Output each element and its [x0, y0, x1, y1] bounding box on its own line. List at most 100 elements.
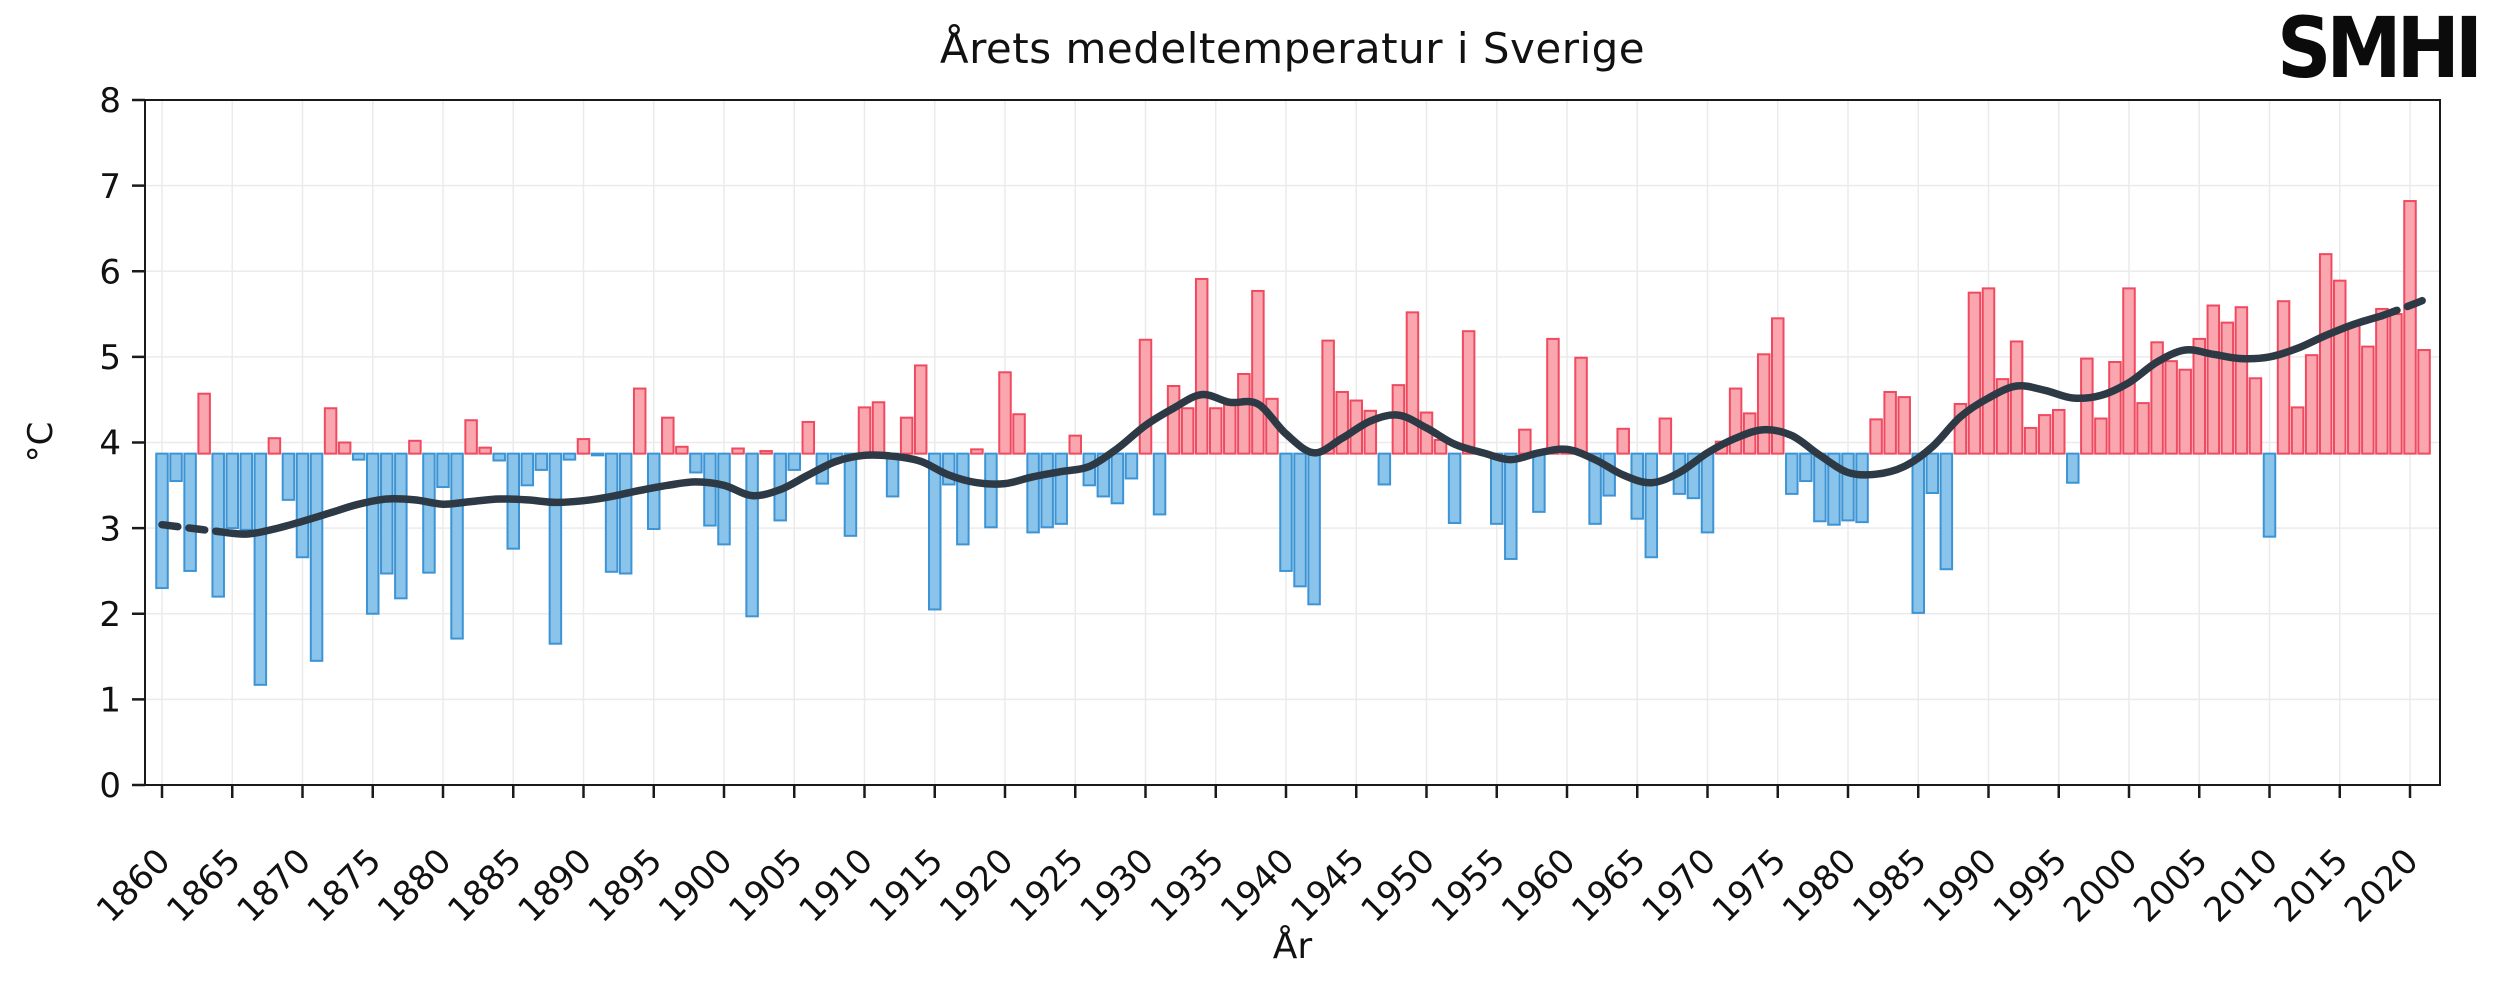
- bar-1979: [1827, 452, 1841, 526]
- x-tick-label: 1875: [300, 841, 389, 930]
- x-tick-label: 2000: [2056, 841, 2145, 930]
- x-tick-label: 1910: [791, 841, 880, 930]
- bar-1869: [281, 452, 296, 501]
- x-tick-label: 1990: [1915, 841, 2004, 930]
- bar-1947: [1377, 452, 1392, 486]
- x-tick-label: 1925: [1002, 841, 1091, 930]
- bar-1957: [1518, 428, 1532, 455]
- bar-2002: [2150, 341, 2164, 455]
- bar-1959: [1546, 337, 1560, 455]
- y-tick-label: 6: [99, 252, 121, 292]
- bar-1867: [253, 452, 268, 686]
- bar-1914: [913, 364, 928, 455]
- bar-1928: [1110, 452, 1125, 505]
- y-tick-label: 4: [99, 424, 121, 464]
- x-tick-label: 1915: [862, 841, 951, 930]
- bar-1924: [1054, 452, 1068, 525]
- x-tick-label: 1945: [1283, 841, 1372, 930]
- bar-1940: [1279, 452, 1293, 572]
- bar-1881: [450, 452, 464, 640]
- bar-1964: [1616, 427, 1630, 455]
- bar-1953: [1461, 330, 1476, 455]
- bar-1938: [1251, 289, 1265, 455]
- bar-1886: [520, 452, 535, 487]
- bar-1985: [1911, 452, 1925, 614]
- bar-2008: [2234, 306, 2249, 455]
- bar-1942: [1307, 452, 1321, 606]
- bar-1922: [1026, 452, 1040, 534]
- trend-line-dashed-end: [2378, 293, 2435, 320]
- bar-1909: [843, 452, 858, 537]
- bar-1969: [1686, 452, 1701, 500]
- bar-1975: [1771, 317, 1785, 455]
- bar-1865: [225, 452, 239, 530]
- x-tick-label: 1905: [721, 841, 810, 930]
- bar-1983: [1883, 390, 1897, 455]
- bar-1863: [197, 392, 211, 455]
- bar-1878: [408, 439, 422, 455]
- bar-2007: [2220, 321, 2235, 455]
- x-tick-label: 2015: [2267, 841, 2356, 930]
- bar-1894: [632, 387, 647, 455]
- bar-1906: [801, 420, 816, 455]
- bar-1891: [590, 452, 605, 457]
- bar-2004: [2178, 368, 2192, 455]
- x-tick-label: 1895: [581, 841, 670, 930]
- x-tick-label: 1975: [1705, 841, 1794, 930]
- x-tick-label: 1880: [370, 841, 459, 930]
- bar-1880: [436, 452, 450, 489]
- bar-1943: [1321, 339, 1335, 455]
- x-tick-label: 1870: [229, 841, 318, 930]
- bar-1917: [956, 452, 970, 546]
- bar-1898: [689, 452, 703, 474]
- bar-2019: [2389, 313, 2403, 455]
- x-tick-label: 1950: [1353, 841, 1442, 930]
- bar-1990: [1981, 287, 1996, 455]
- bar-1976: [1785, 452, 1799, 495]
- bar-1974: [1756, 353, 1771, 455]
- bar-2014: [2318, 253, 2333, 455]
- bar-1989: [1967, 291, 1982, 455]
- y-tick-label: 7: [99, 167, 121, 207]
- bar-1901: [731, 447, 745, 455]
- x-tick-label: 1985: [1845, 841, 1934, 930]
- bar-1929: [1124, 452, 1139, 480]
- bar-1981: [1855, 452, 1869, 524]
- bar-1984: [1897, 396, 1911, 455]
- bar-1890: [576, 438, 591, 455]
- bar-1897: [675, 445, 689, 455]
- bar-1900: [717, 452, 731, 546]
- bar-1931: [1152, 452, 1167, 516]
- x-tick-label: 1940: [1213, 841, 1302, 930]
- x-tick-label: 1995: [1986, 841, 2075, 930]
- bar-1936: [1223, 403, 1237, 455]
- bar-1919: [984, 452, 998, 529]
- bar-2018: [2375, 307, 2389, 455]
- bar-1911: [871, 401, 886, 455]
- bar-1952: [1447, 452, 1462, 524]
- bar-1967: [1658, 417, 1673, 455]
- bar-1949: [1405, 311, 1420, 455]
- bar-1930: [1138, 338, 1153, 455]
- x-tick-label: 1965: [1564, 841, 1653, 930]
- y-axis-title: °C: [21, 422, 61, 463]
- bar-1870: [295, 452, 310, 559]
- trend-line-dashed-start: [158, 520, 222, 536]
- bar-2013: [2304, 354, 2319, 455]
- bar-1961: [1574, 356, 1588, 455]
- bar-1862: [183, 452, 197, 572]
- bar-1860: [155, 452, 169, 590]
- x-tick-label: 1930: [1072, 841, 1161, 930]
- bar-1915: [928, 452, 942, 611]
- bar-1883: [478, 446, 492, 455]
- bar-1994: [2037, 414, 2052, 455]
- x-tick-label: 2005: [2126, 841, 2215, 930]
- bar-1987: [1939, 452, 1954, 571]
- bar-1966: [1644, 452, 1659, 559]
- y-tick-label: 2: [99, 595, 121, 635]
- bar-2009: [2248, 377, 2263, 455]
- bar-1988: [1953, 402, 1968, 455]
- y-tick-label: 3: [99, 509, 121, 549]
- bar-1962: [1588, 452, 1602, 525]
- bar-2001: [2136, 402, 2150, 455]
